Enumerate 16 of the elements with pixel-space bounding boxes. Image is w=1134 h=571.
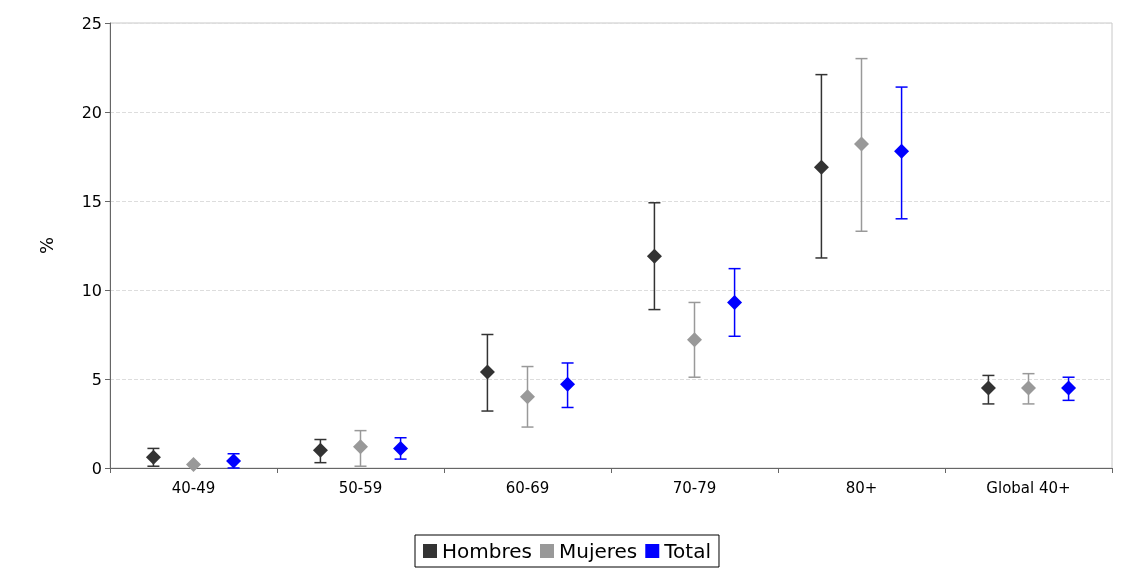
y-tick-label: 5 <box>91 369 102 389</box>
x-tick-label: 40-49 <box>171 478 216 497</box>
y-tick-label: 20 <box>81 102 102 122</box>
y-tick-label: 25 <box>81 13 102 33</box>
x-tick-label: 50-59 <box>338 478 383 497</box>
x-tick-label: 70-79 <box>672 478 717 497</box>
y-axis-title: % <box>35 236 57 255</box>
y-tick-label: 15 <box>81 191 102 211</box>
legend-label: Mujeres <box>558 539 638 563</box>
legend-label: Hombres <box>442 539 532 563</box>
x-tick-label: 80+ <box>845 478 878 497</box>
y-tick-label: 10 <box>81 280 102 300</box>
x-tick-label: Global 40+ <box>986 478 1071 497</box>
x-tick-label: 60-69 <box>505 478 550 497</box>
legend-label: Total <box>663 539 711 563</box>
y-tick-label: 0 <box>91 458 102 478</box>
